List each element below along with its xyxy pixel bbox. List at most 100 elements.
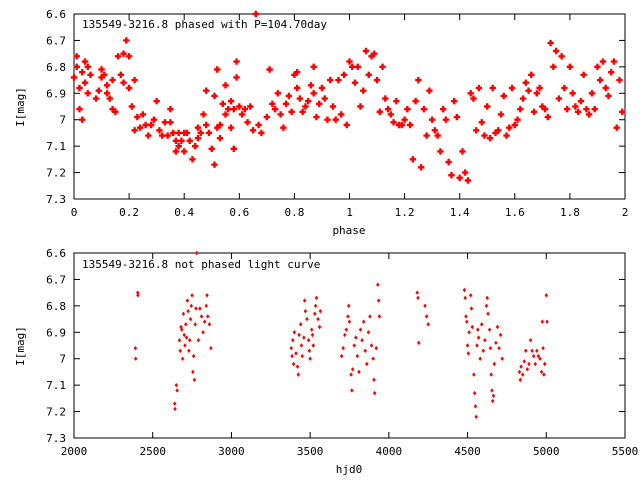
data-point xyxy=(561,84,568,92)
data-point xyxy=(412,98,419,105)
data-point xyxy=(591,105,598,113)
data-point xyxy=(327,76,334,84)
data-point xyxy=(503,132,510,139)
data-point xyxy=(174,382,179,388)
data-point xyxy=(183,343,187,348)
data-point xyxy=(233,74,240,81)
data-point xyxy=(183,129,191,137)
data-point xyxy=(524,348,528,353)
data-point xyxy=(387,111,395,118)
x-tick-label: 1.2 xyxy=(395,206,415,219)
data-point xyxy=(544,293,549,298)
data-point xyxy=(528,71,535,78)
data-point xyxy=(459,148,466,155)
data-point xyxy=(277,111,284,118)
data-point xyxy=(306,338,311,343)
data-point xyxy=(296,95,304,102)
data-point xyxy=(206,314,210,319)
data-point xyxy=(196,338,201,343)
data-point xyxy=(583,105,590,113)
data-point xyxy=(103,82,111,89)
data-point xyxy=(450,98,458,105)
data-point xyxy=(189,156,196,163)
data-point xyxy=(313,303,318,309)
data-point xyxy=(291,361,296,367)
data-point xyxy=(517,105,524,113)
data-point xyxy=(483,338,487,343)
data-point xyxy=(194,306,198,311)
data-point xyxy=(227,124,235,131)
data-point xyxy=(492,129,499,137)
data-point xyxy=(470,324,475,330)
data-point xyxy=(302,335,306,340)
data-point xyxy=(536,353,541,359)
data-point xyxy=(539,369,544,375)
data-point xyxy=(530,108,538,115)
data-point xyxy=(103,90,111,97)
data-point xyxy=(489,372,493,377)
data-point xyxy=(293,84,301,92)
data-point xyxy=(316,316,320,322)
data-point xyxy=(263,113,271,121)
y-tick-label: 7.1 xyxy=(46,379,66,392)
data-point xyxy=(169,129,177,137)
data-point xyxy=(188,316,193,322)
data-point xyxy=(173,406,177,412)
data-point xyxy=(338,111,345,118)
data-point xyxy=(175,388,179,393)
data-point xyxy=(577,98,585,105)
data-point xyxy=(209,345,213,351)
data-point xyxy=(542,372,546,377)
data-point xyxy=(172,148,180,155)
data-point xyxy=(303,308,308,314)
data-point xyxy=(361,319,366,324)
data-point xyxy=(142,121,149,129)
data-point xyxy=(214,66,221,73)
data-point xyxy=(98,74,105,81)
data-point xyxy=(474,414,478,420)
data-point xyxy=(415,76,422,84)
data-point xyxy=(208,145,215,152)
y-tick-label: 6.9 xyxy=(46,326,66,339)
x-axis-label: phase xyxy=(332,224,365,237)
data-point xyxy=(406,121,414,129)
data-point xyxy=(541,345,545,351)
data-point xyxy=(481,132,488,139)
data-point xyxy=(194,124,202,131)
data-point xyxy=(133,356,138,361)
data-point xyxy=(274,90,282,97)
data-point xyxy=(120,79,127,86)
data-point xyxy=(384,105,392,113)
y-tick-label: 7.1 xyxy=(46,140,66,153)
data-point xyxy=(476,335,481,340)
data-point xyxy=(481,348,486,353)
data-point xyxy=(175,142,182,150)
y-tick-label: 7.2 xyxy=(46,167,66,180)
x-tick-label: 0.4 xyxy=(174,206,194,219)
data-points xyxy=(70,10,626,184)
data-point xyxy=(238,111,246,118)
data-point xyxy=(230,105,237,113)
data-point xyxy=(580,71,587,78)
data-point xyxy=(317,324,322,330)
data-point xyxy=(106,95,114,102)
data-point xyxy=(374,345,379,351)
data-point xyxy=(473,127,480,134)
data-point xyxy=(475,84,483,92)
y-tick-label: 7.3 xyxy=(46,432,66,445)
data-point xyxy=(346,303,351,309)
data-point xyxy=(538,356,542,361)
data-point xyxy=(233,58,240,65)
data-point xyxy=(109,105,116,113)
data-point xyxy=(423,132,430,139)
chart-title: 135549-3216.8 not phased light curve xyxy=(82,258,320,271)
y-axis-label: I[mag] xyxy=(14,326,27,366)
data-point xyxy=(340,71,348,78)
data-point xyxy=(177,338,182,343)
data-point xyxy=(318,308,323,314)
data-point xyxy=(339,353,344,359)
data-point xyxy=(473,404,478,409)
data-point xyxy=(187,338,192,343)
data-point xyxy=(498,332,503,338)
